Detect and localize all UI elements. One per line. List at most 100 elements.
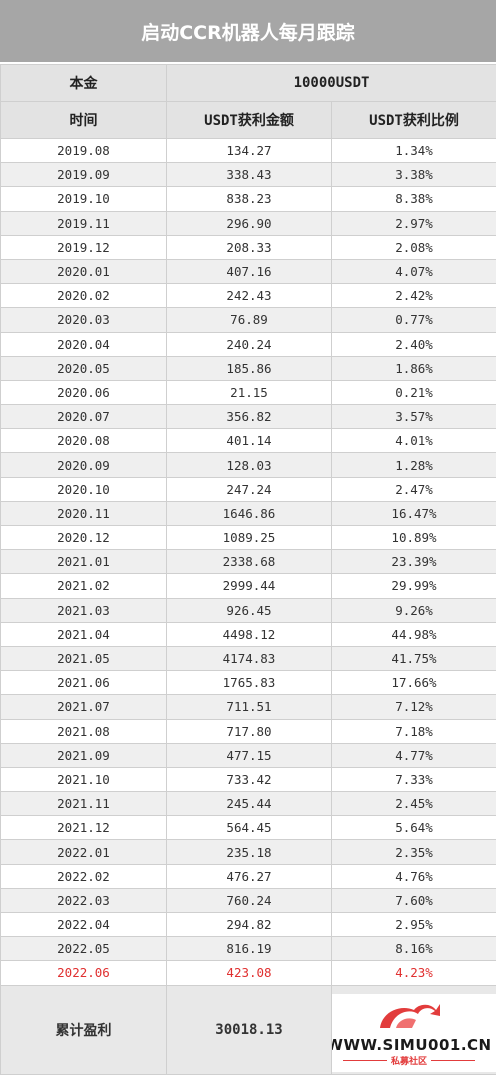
- cell-time: 2022.05: [1, 937, 167, 961]
- cell-ratio: 2.08%: [332, 235, 496, 259]
- cell-ratio: 1.34%: [332, 139, 496, 163]
- cell-ratio: 2.97%: [332, 211, 496, 235]
- cell-ratio: 17.66%: [332, 671, 496, 695]
- cell-amount: 838.23: [167, 187, 332, 211]
- cell-amount: 760.24: [167, 888, 332, 912]
- cell-amount: 242.43: [167, 284, 332, 308]
- cell-time: 2022.03: [1, 888, 167, 912]
- cell-ratio: 23.39%: [332, 550, 496, 574]
- cell-time: 2020.11: [1, 501, 167, 525]
- cell-amount: 245.44: [167, 792, 332, 816]
- cell-ratio: 0.77%: [332, 308, 496, 332]
- cell-time: 2020.01: [1, 259, 167, 283]
- cell-amount: 21.15: [167, 380, 332, 404]
- cell-time: 2020.08: [1, 429, 167, 453]
- cell-amount: 1646.86: [167, 501, 332, 525]
- cell-ratio: 4.77%: [332, 743, 496, 767]
- cell-amount: 240.24: [167, 332, 332, 356]
- cell-amount: 476.27: [167, 864, 332, 888]
- cell-time: 2022.02: [1, 864, 167, 888]
- cell-ratio: 1.28%: [332, 453, 496, 477]
- cell-time: 2021.06: [1, 671, 167, 695]
- cell-amount: 356.82: [167, 405, 332, 429]
- cell-ratio: 2.45%: [332, 792, 496, 816]
- cell-amount: 926.45: [167, 598, 332, 622]
- tracking-table: 本金 10000USDT 时间 USDT获利金额 USDT获利比例 2019.0…: [0, 64, 496, 1075]
- cell-ratio: 2.42%: [332, 284, 496, 308]
- cell-ratio: 5.64%: [332, 816, 496, 840]
- cell-time: 2020.12: [1, 526, 167, 550]
- divider: [431, 1060, 475, 1061]
- cell-ratio: 10.89%: [332, 526, 496, 550]
- cell-time: 2022.06: [1, 961, 167, 985]
- header-ratio: USDT获利比例: [332, 102, 496, 139]
- cell-time: 2019.09: [1, 163, 167, 187]
- cell-ratio: 3.38%: [332, 163, 496, 187]
- cell-amount: 76.89: [167, 308, 332, 332]
- cell-amount: 4498.12: [167, 622, 332, 646]
- cell-time: 2019.10: [1, 187, 167, 211]
- cell-time: 2021.12: [1, 816, 167, 840]
- cell-time: 2020.09: [1, 453, 167, 477]
- cell-amount: 711.51: [167, 695, 332, 719]
- cell-time: 2021.02: [1, 574, 167, 598]
- cell-ratio: 1.86%: [332, 356, 496, 380]
- cell-time: 2022.04: [1, 913, 167, 937]
- cell-time: 2021.07: [1, 695, 167, 719]
- cell-time: 2021.03: [1, 598, 167, 622]
- cell-ratio: 2.40%: [332, 332, 496, 356]
- cell-ratio: 4.76%: [332, 864, 496, 888]
- cell-amount: 4174.83: [167, 646, 332, 670]
- cell-ratio: 8.38%: [332, 187, 496, 211]
- cell-ratio: 3.57%: [332, 405, 496, 429]
- cell-time: 2020.05: [1, 356, 167, 380]
- cell-time: 2021.01: [1, 550, 167, 574]
- cell-ratio: 7.18%: [332, 719, 496, 743]
- cell-amount: 247.24: [167, 477, 332, 501]
- cell-ratio: 7.33%: [332, 767, 496, 791]
- cell-amount: 717.80: [167, 719, 332, 743]
- principal-label: 本金: [1, 65, 167, 102]
- cell-time: 2021.08: [1, 719, 167, 743]
- cell-amount: 2999.44: [167, 574, 332, 598]
- cell-amount: 2338.68: [167, 550, 332, 574]
- cell-amount: 128.03: [167, 453, 332, 477]
- cell-time: 2020.02: [1, 284, 167, 308]
- cell-amount: 294.82: [167, 913, 332, 937]
- page-title: 启动CCR机器人每月跟踪: [0, 0, 496, 64]
- header-time: 时间: [1, 102, 167, 139]
- cell-time: 2021.10: [1, 767, 167, 791]
- cell-time: 2020.06: [1, 380, 167, 404]
- cell-amount: 477.15: [167, 743, 332, 767]
- cell-time: 2022.01: [1, 840, 167, 864]
- cell-ratio: 29.99%: [332, 574, 496, 598]
- cell-time: 2021.09: [1, 743, 167, 767]
- cell-time: 2020.03: [1, 308, 167, 332]
- cell-ratio: 16.47%: [332, 501, 496, 525]
- cell-ratio: 4.07%: [332, 259, 496, 283]
- cell-amount: 733.42: [167, 767, 332, 791]
- cell-time: 2020.04: [1, 332, 167, 356]
- cell-ratio: 8.16%: [332, 937, 496, 961]
